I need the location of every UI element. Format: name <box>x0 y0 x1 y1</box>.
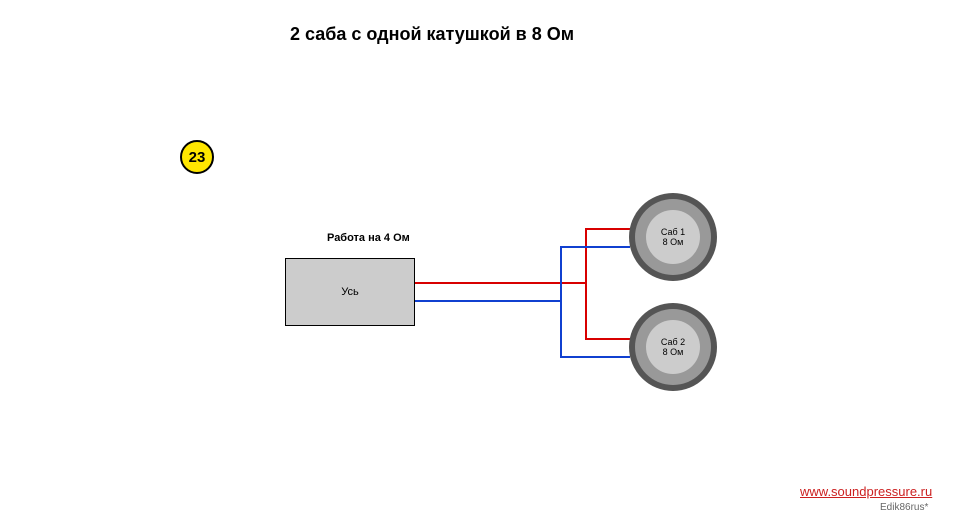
footer-url: www.soundpressure.ru <box>800 484 932 499</box>
footer-credit: Edik86rus* <box>880 502 928 513</box>
diagram-number-badge: 23 <box>180 140 214 174</box>
speaker-2-label: Саб 28 Ом <box>646 320 700 374</box>
amplifier-box: Усь <box>285 258 415 326</box>
amplifier-label: Усь <box>341 286 358 298</box>
work-mode-label: Работа на 4 Ом <box>327 232 410 244</box>
diagram-title: 2 саба с одной катушкой в 8 Ом <box>290 24 574 45</box>
speaker-1-label: Саб 18 Ом <box>646 210 700 264</box>
badge-number: 23 <box>189 149 206 166</box>
